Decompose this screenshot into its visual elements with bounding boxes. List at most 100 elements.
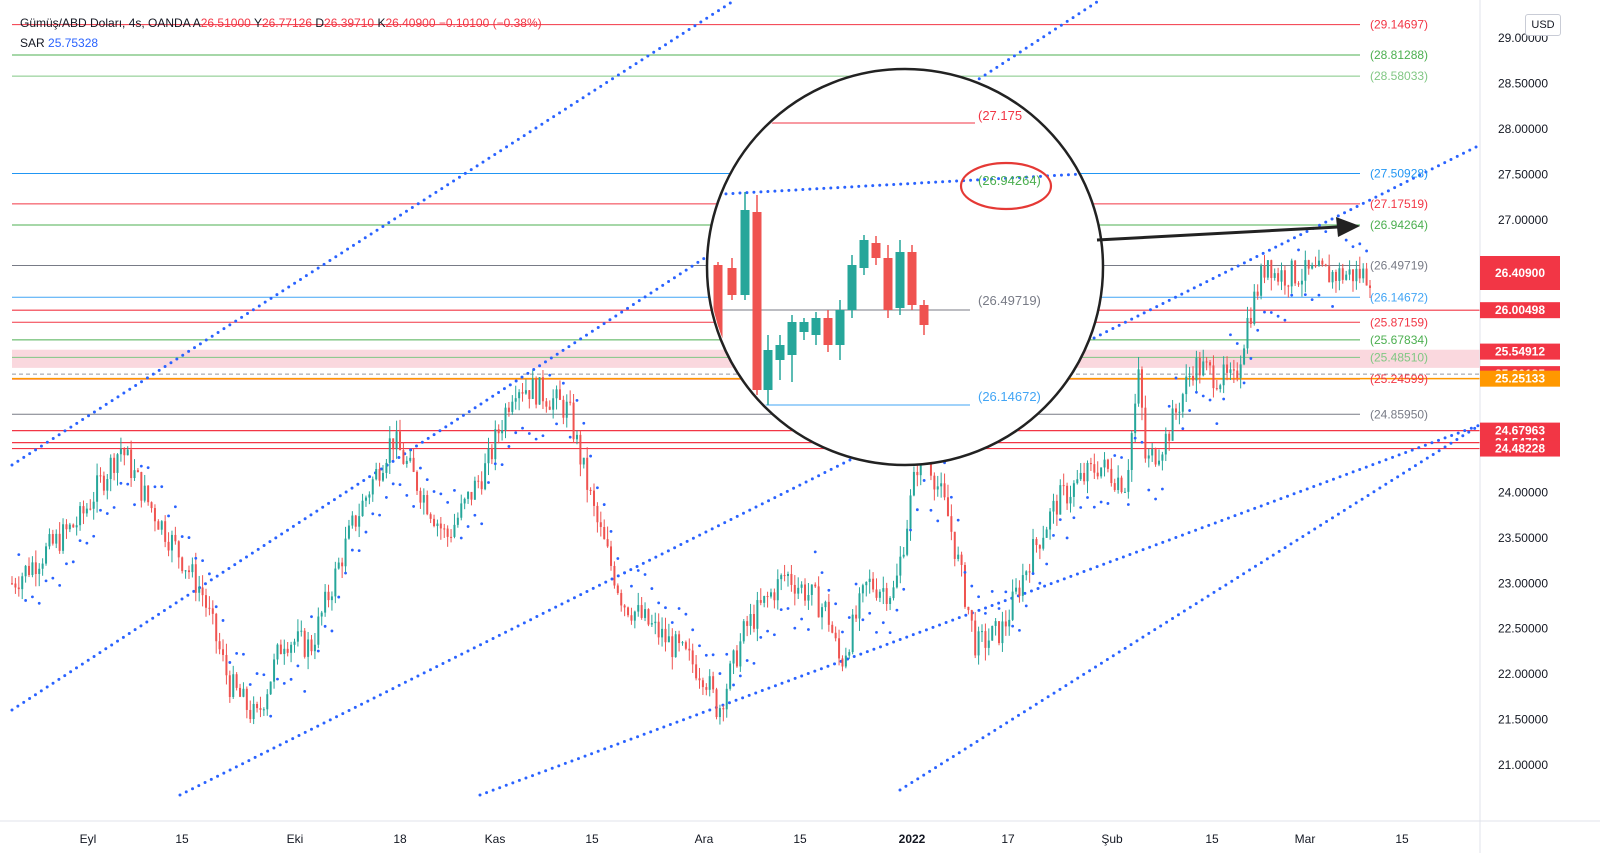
sar-dot bbox=[228, 661, 232, 664]
x-tick-label: 15 bbox=[1395, 832, 1409, 846]
sar-dot bbox=[439, 492, 443, 496]
sar-dot bbox=[698, 644, 701, 648]
highlight-ellipse bbox=[959, 161, 1053, 211]
candle-body bbox=[872, 578, 875, 590]
candle-body bbox=[245, 688, 248, 710]
sar-dot bbox=[133, 503, 136, 507]
candle-body bbox=[279, 644, 282, 655]
channel-line bbox=[178, 143, 1482, 797]
candle-body bbox=[824, 601, 827, 608]
sar-dot bbox=[126, 482, 130, 486]
candle-body bbox=[296, 631, 299, 642]
sar-dot bbox=[398, 483, 402, 487]
candle-body bbox=[878, 591, 881, 598]
candle-body bbox=[855, 614, 858, 619]
candle-body bbox=[1280, 270, 1283, 282]
candle-body bbox=[1236, 370, 1239, 379]
level-label: (26.49719) bbox=[1370, 258, 1428, 272]
candle-body bbox=[119, 448, 122, 455]
candle-body bbox=[460, 503, 463, 518]
inset-candle-body bbox=[727, 268, 737, 295]
sar-dot bbox=[1018, 629, 1021, 632]
candle-body bbox=[1297, 283, 1300, 285]
candle-body bbox=[776, 579, 779, 601]
sar-dot bbox=[711, 653, 715, 657]
sar-dot bbox=[664, 606, 667, 610]
candle-body bbox=[21, 576, 24, 590]
candle-body bbox=[1202, 361, 1205, 376]
candle-body bbox=[1066, 485, 1069, 504]
candle-body bbox=[831, 624, 834, 633]
sar-dot bbox=[432, 490, 436, 493]
inset-candle-body bbox=[763, 350, 773, 390]
sar-dot bbox=[582, 421, 586, 425]
candle-body bbox=[1300, 280, 1303, 285]
candle-body bbox=[1369, 285, 1371, 288]
sar-dot bbox=[643, 573, 647, 576]
candle-body bbox=[453, 524, 456, 537]
sar-dot bbox=[800, 617, 804, 621]
sar-dot bbox=[527, 432, 531, 435]
candle-body bbox=[548, 406, 551, 410]
x-tick-label: 2022 bbox=[899, 832, 926, 846]
sar-row[interactable]: SAR 25.75328 bbox=[20, 33, 542, 53]
candle-body bbox=[637, 605, 640, 612]
sar-dot bbox=[1106, 502, 1110, 505]
sar-dot bbox=[350, 548, 354, 552]
candle-body bbox=[834, 632, 837, 639]
sar-dot bbox=[718, 672, 722, 675]
candle-body bbox=[136, 470, 139, 473]
candle-body bbox=[565, 401, 568, 418]
candle-body bbox=[804, 584, 807, 601]
candle-body bbox=[763, 596, 766, 603]
candle-body bbox=[742, 621, 745, 642]
candle-body bbox=[892, 587, 895, 599]
sar-dot bbox=[1331, 305, 1334, 308]
channel-line bbox=[898, 423, 1482, 792]
sar-dot bbox=[1235, 342, 1239, 345]
sar-dot bbox=[568, 435, 572, 439]
level-label: (28.58033) bbox=[1370, 69, 1428, 83]
candle-body bbox=[228, 675, 231, 697]
sar-dot bbox=[187, 536, 191, 539]
sar-dot bbox=[630, 584, 633, 588]
candle-body bbox=[729, 663, 732, 689]
candle-body bbox=[1069, 496, 1072, 504]
candle-body bbox=[1106, 459, 1109, 469]
candle-body bbox=[722, 708, 725, 710]
candle-body bbox=[412, 457, 415, 472]
sar-dot bbox=[384, 496, 388, 499]
sar-dot bbox=[337, 595, 341, 599]
candle-body bbox=[1270, 260, 1273, 278]
candle-body bbox=[293, 641, 296, 645]
candle-body bbox=[657, 621, 660, 638]
candle-body bbox=[184, 570, 187, 572]
currency-button[interactable]: USD bbox=[1525, 14, 1561, 36]
candle-body bbox=[375, 469, 378, 480]
candle-body bbox=[1134, 403, 1137, 434]
inset-candle-body bbox=[799, 322, 809, 332]
candle-body bbox=[715, 689, 718, 718]
price-badge-label: 24.48228 bbox=[1495, 442, 1545, 456]
sar-dot bbox=[208, 572, 211, 576]
candle-body bbox=[963, 564, 966, 607]
candle-body bbox=[998, 621, 1001, 644]
candle-body bbox=[1331, 271, 1334, 283]
sar-dot bbox=[732, 683, 735, 687]
y-tick-label: 23.50000 bbox=[1498, 531, 1548, 545]
sar-dot bbox=[888, 631, 892, 635]
inset-candle-body bbox=[835, 310, 845, 345]
level-label: (25.67834) bbox=[1370, 333, 1428, 347]
candle-body bbox=[133, 470, 136, 479]
candle-body bbox=[82, 506, 85, 514]
sar-dot bbox=[194, 556, 198, 560]
sar-dot bbox=[1160, 487, 1164, 491]
candle-body bbox=[783, 575, 786, 577]
candle-body bbox=[256, 703, 259, 709]
candle-body bbox=[1089, 462, 1092, 465]
x-tick-label: Eyl bbox=[80, 832, 97, 846]
sar-dot bbox=[167, 514, 170, 518]
candle-body bbox=[320, 612, 323, 617]
